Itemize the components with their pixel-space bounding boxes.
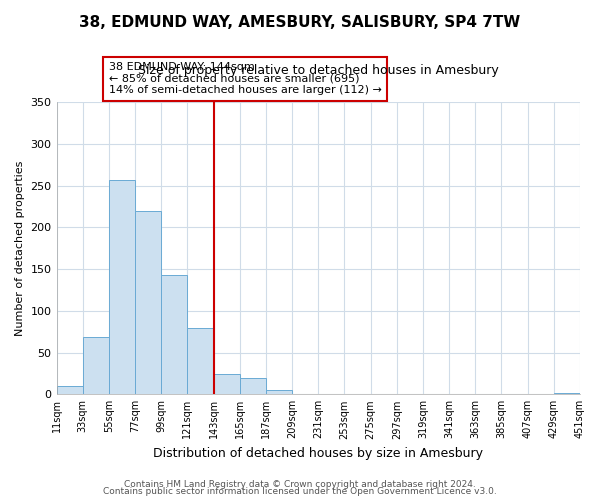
Bar bbox=[83, 336, 109, 394]
Bar bbox=[109, 180, 135, 394]
Bar bbox=[187, 328, 214, 394]
Text: 38 EDMUND WAY: 144sqm
← 85% of detached houses are smaller (695)
14% of semi-det: 38 EDMUND WAY: 144sqm ← 85% of detached … bbox=[109, 62, 382, 96]
Bar bbox=[240, 378, 266, 394]
Text: Contains HM Land Registry data © Crown copyright and database right 2024.: Contains HM Land Registry data © Crown c… bbox=[124, 480, 476, 489]
Text: 38, EDMUND WAY, AMESBURY, SALISBURY, SP4 7TW: 38, EDMUND WAY, AMESBURY, SALISBURY, SP4… bbox=[79, 15, 521, 30]
Text: Contains public sector information licensed under the Open Government Licence v3: Contains public sector information licen… bbox=[103, 487, 497, 496]
X-axis label: Distribution of detached houses by size in Amesbury: Distribution of detached houses by size … bbox=[153, 447, 483, 460]
Y-axis label: Number of detached properties: Number of detached properties bbox=[15, 160, 25, 336]
Bar bbox=[56, 386, 83, 394]
Title: Size of property relative to detached houses in Amesbury: Size of property relative to detached ho… bbox=[138, 64, 499, 77]
Bar bbox=[161, 275, 187, 394]
Bar bbox=[135, 210, 161, 394]
Bar bbox=[214, 374, 240, 394]
Bar bbox=[266, 390, 292, 394]
